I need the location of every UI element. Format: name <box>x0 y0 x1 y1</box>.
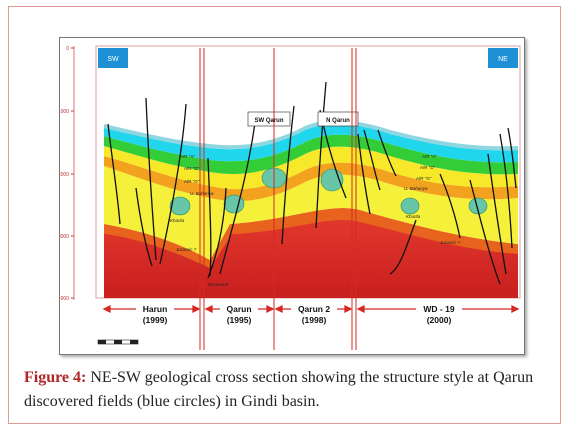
field-name: Qarun 2 <box>298 304 330 314</box>
well-label-sw-qarun: SW Qarun <box>254 118 283 124</box>
sw-direction-box <box>98 48 128 68</box>
ne-direction-label: NE <box>498 56 508 63</box>
depth-tick-label: 1000 <box>60 109 69 115</box>
field-year: (1999) <box>143 315 168 325</box>
depth-ticks: 0 1000 2000 3000 4000 <box>58 46 74 302</box>
well-label-n-qarun: N Qarun <box>326 118 350 124</box>
ar-d-layer <box>104 134 518 175</box>
depth-tick-label: 0 <box>66 46 69 52</box>
n-qarun-box <box>317 111 359 127</box>
caption-text: NE-SW geological cross section showing t… <box>24 369 534 410</box>
strata-layers <box>104 120 518 298</box>
u-bahariya-layer <box>104 156 518 202</box>
field-circle <box>169 196 191 216</box>
layer-label: A/R "D" <box>184 166 200 171</box>
depth-tick-label: 2000 <box>60 172 69 178</box>
depth-tick-label: 3000 <box>60 234 69 240</box>
jurassic-layer <box>104 207 518 268</box>
top-bands <box>104 120 518 151</box>
layer-label: U. Bahariya <box>190 191 214 196</box>
field-name: Harun <box>143 304 168 314</box>
layer-label: U. Bahariya <box>404 186 428 191</box>
field-boundaries <box>199 48 357 350</box>
kharita-layer <box>104 166 518 260</box>
cross-section-figure: 0 1000 2000 3000 4000 SW NE <box>58 37 525 355</box>
layer-label: A/R "A" <box>422 154 437 159</box>
ne-direction-box <box>488 48 518 68</box>
field-name: Qarun <box>226 304 251 314</box>
cross-section-svg: 0 1000 2000 3000 4000 SW NE <box>58 45 521 350</box>
depth-tick-label: 4000 <box>60 296 69 302</box>
layer-label: Basement <box>208 282 229 287</box>
layer-label: Jurassic ? <box>439 240 461 245</box>
caption-label: Figure 4: <box>24 369 87 386</box>
sw-qarun-box <box>247 111 291 127</box>
layer-label: Kharita <box>406 214 421 219</box>
layer-label: Kharita <box>170 218 185 223</box>
field-year: (1998) <box>302 315 327 325</box>
field-name: WD - 19 <box>423 304 454 314</box>
field-year: (1995) <box>227 315 252 325</box>
layer-label: A/R "D" <box>420 165 436 170</box>
layer-label: Jurassic ? <box>175 247 197 252</box>
layer-label: A/R "G" <box>416 176 432 181</box>
sw-direction-label: SW <box>107 56 119 63</box>
field-circle <box>400 197 420 215</box>
field-year: (2000) <box>427 315 452 325</box>
scale-bar <box>97 339 139 345</box>
layer-label: A/R "G" <box>184 179 200 184</box>
ar-a-layer <box>104 124 518 163</box>
figure-caption: Figure 4: NE-SW geological cross section… <box>24 366 554 414</box>
field-circle <box>468 197 488 215</box>
layer-label: A/R "A" <box>180 154 195 159</box>
field-circle <box>223 194 245 214</box>
ar-g-layer <box>104 146 518 190</box>
